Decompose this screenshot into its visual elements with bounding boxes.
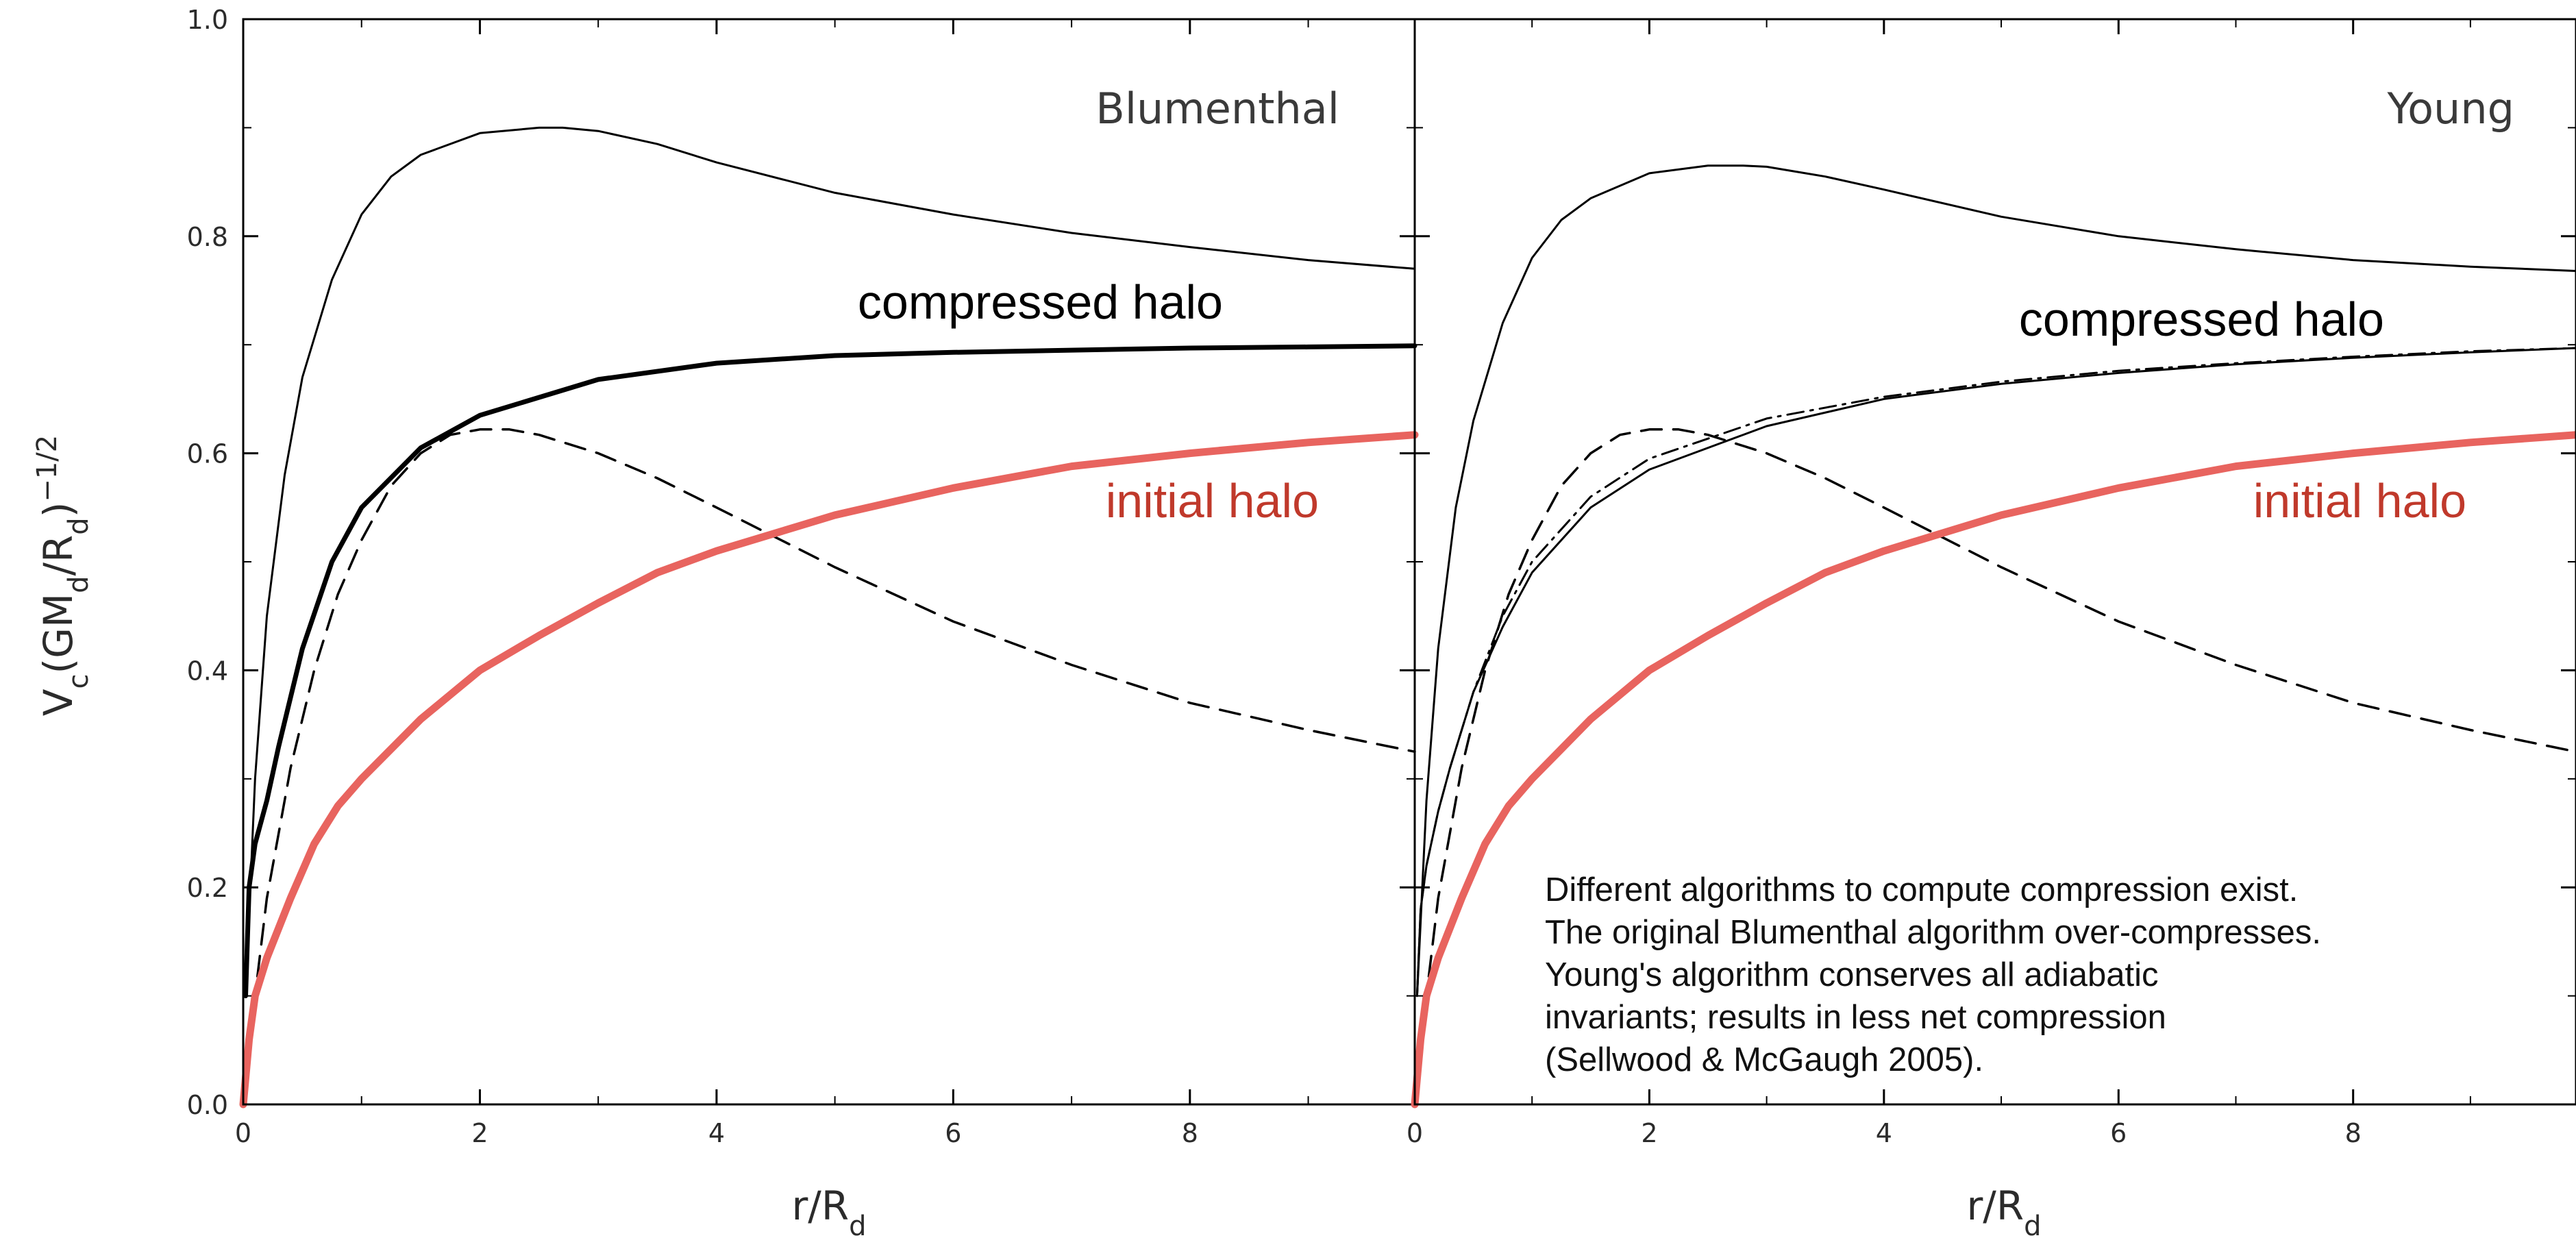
- x-tick-label-left-8: 8: [1182, 1118, 1198, 1148]
- label-compressed-halo-left: compressed halo: [858, 275, 1223, 329]
- note-line: Young's algorithm conserves all adiabati…: [1545, 956, 2159, 993]
- x-tick-label-left-4: 4: [708, 1118, 725, 1148]
- series-line-left-3: [239, 431, 1419, 1109]
- x-tick-label-left-6: 6: [945, 1118, 961, 1148]
- note-line: (Sellwood & McGaugh 2005).: [1545, 1041, 1983, 1078]
- series-line-right-2: [1415, 347, 2576, 998]
- series-line-left-0: [245, 126, 1416, 998]
- x-tick-label-right-2: 2: [1641, 1118, 1657, 1148]
- note-line: Different algorithms to compute compress…: [1545, 871, 2298, 908]
- plot-frame-left: [242, 18, 1416, 1106]
- note-line: The original Blumenthal algorithm over-c…: [1545, 914, 2321, 951]
- y-tick-label-0.4: 0.4: [187, 656, 228, 686]
- x-tick-label-left-0: 0: [235, 1118, 251, 1148]
- series-line-right-3: [1413, 428, 2576, 1106]
- x-tick-label-left-2: 2: [471, 1118, 488, 1148]
- x-axis-label-left: r/Rd: [791, 1183, 866, 1238]
- x-tick-label-right-0: 0: [1407, 1118, 1423, 1148]
- explanatory-note: Different algorithms to compute compress…: [1545, 871, 2321, 1078]
- note-line: invariants; results in less net compress…: [1545, 999, 2166, 1036]
- panel-title-young: Young: [2386, 84, 2514, 134]
- y-tick-label-0.8: 0.8: [187, 222, 228, 252]
- y-tick-label-1: 1.0: [187, 5, 228, 35]
- series-line-right-4: [1411, 431, 2576, 1109]
- x-tick-label-right-6: 6: [2110, 1118, 2127, 1148]
- label-initial-halo-right: initial halo: [2253, 474, 2466, 528]
- panel-young: 0 2 4 6 8: [1407, 18, 2576, 1148]
- y-axis-label: Vc(GMd/Rd)−1/2: [32, 435, 95, 716]
- x-tick-label-right-8: 8: [2345, 1118, 2362, 1148]
- x-axis-label-right: r/Rd: [1966, 1183, 2041, 1238]
- series-line-left-2: [242, 428, 1416, 1106]
- series-line-left-1: [243, 343, 1417, 999]
- series-line-right-0: [1415, 164, 2576, 998]
- label-compressed-halo-right: compressed halo: [2019, 293, 2384, 346]
- y-tick-label-0: 0.0: [187, 1090, 228, 1120]
- x-tick-label-right-4: 4: [1876, 1118, 1892, 1148]
- panel-title-blumenthal: Blumenthal: [1095, 84, 1339, 134]
- y-tick-label-0.2: 0.2: [187, 873, 228, 903]
- y-tick-label-0.6: 0.6: [187, 439, 228, 469]
- panel-blumenthal: 0 2 4 6 8 0.0 0.2 0.4 0.6 0.8 1.0: [187, 5, 1419, 1148]
- label-initial-halo-left: initial halo: [1106, 474, 1319, 528]
